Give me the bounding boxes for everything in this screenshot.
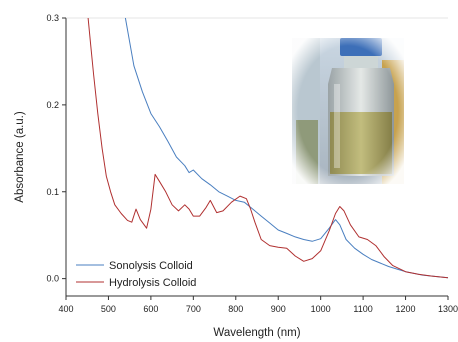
x-tick-label: 400 — [58, 304, 73, 314]
x-tick-label: 1300 — [438, 304, 458, 314]
x-tick-label: 1100 — [353, 304, 372, 314]
y-axis-label: Absorbance (a.u.) — [14, 111, 26, 203]
x-tick-label: 700 — [186, 304, 201, 314]
y-tick-label: 0.1 — [46, 187, 59, 197]
y-tick-label: 0.0 — [46, 274, 59, 284]
axes — [65, 17, 448, 297]
legend-label-sonolysis: Sonolysis Colloid — [109, 260, 193, 272]
y-ticks: 0.0 0.1 0.2 0.3 — [46, 13, 66, 284]
y-tick-label: 0.3 — [46, 13, 59, 23]
x-tick-label: 500 — [101, 304, 116, 314]
x-tick-label: 800 — [228, 304, 243, 314]
legend-label-hydrolysis: Hydrolysis Colloid — [109, 277, 196, 289]
x-tick-label: 1000 — [311, 304, 331, 314]
x-axis-label: Wavelength (nm) — [213, 327, 300, 339]
x-tick-label: 1200 — [396, 304, 416, 314]
x-ticks: 400 500 600 700 800 900 1000 1100 1200 1300 — [58, 296, 458, 314]
legend: Sonolysis Colloid Hydrolysis Colloid — [76, 260, 196, 289]
y-tick-label: 0.2 — [46, 100, 59, 110]
x-tick-label: 600 — [143, 304, 158, 314]
series-layer — [87, 17, 449, 279]
series-line-sonolysis — [124, 17, 449, 279]
x-tick-label: 900 — [271, 304, 286, 314]
series-line-hydrolysis — [87, 17, 449, 279]
bottle-photo-inset — [292, 38, 404, 184]
